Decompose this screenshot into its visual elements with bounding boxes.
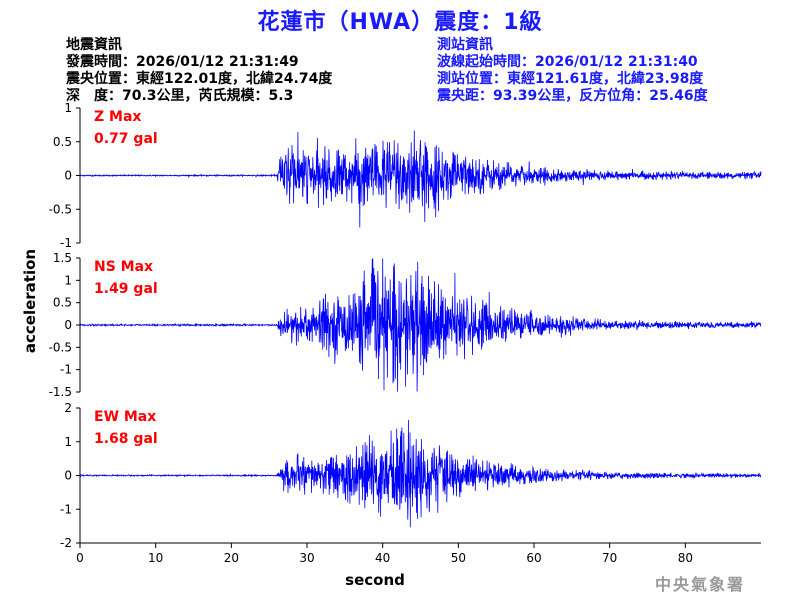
ew-y-tick-label: -1 xyxy=(60,502,72,516)
z-y-tick-label: 0 xyxy=(64,169,72,183)
ns-y-tick-label: 0 xyxy=(64,318,72,332)
z-y-tick-label: -0.5 xyxy=(49,202,72,216)
station-intensity-title: 花蓮市（HWA）震度：1級 xyxy=(257,10,543,35)
ns-y-tick-label: -0.5 xyxy=(49,340,72,354)
ns-max-label: NS Max xyxy=(94,259,153,275)
ew-y-tick-label: 2 xyxy=(64,401,72,415)
z-max-value-label: 0.77 gal xyxy=(94,131,158,147)
x-tick-label: 10 xyxy=(148,551,163,565)
ew-y-tick-label: 0 xyxy=(64,469,72,483)
ew-max-value-label: 1.68 gal xyxy=(94,431,158,447)
epicentral-distance: 震央距：93.39公里，反方位角：25.46度 xyxy=(437,88,708,104)
station-location: 測站位置：東經121.61度，北緯23.98度 xyxy=(437,71,704,87)
origin-time: 發震時間：2026/01/12 21:31:49 xyxy=(66,54,299,70)
ns-y-tick-label: 1.5 xyxy=(53,251,72,265)
epicenter-location: 震央位置：東經122.01度，北緯24.74度 xyxy=(66,71,333,87)
wave-start-time: 波線起始時間：2026/01/12 21:31:40 xyxy=(437,54,698,70)
z-y-tick-label: 0.5 xyxy=(53,135,72,149)
z-acceleration-trace xyxy=(79,130,762,228)
x-tick-label: 50 xyxy=(451,551,466,565)
station-info-heading: 測站資訊 xyxy=(437,37,493,53)
ew-max-label: EW Max xyxy=(94,409,156,425)
earthquake-info-block: 地震資訊 發震時間：2026/01/12 21:31:49 震央位置：東經122… xyxy=(66,37,332,105)
ns-y-tick-label: -1 xyxy=(60,363,72,377)
agency-watermark: 中央氣象署 xyxy=(655,575,746,594)
x-tick-label: 0 xyxy=(76,551,84,565)
ns-y-tick-label: 1 xyxy=(64,273,72,287)
ns-max-value-label: 1.49 gal xyxy=(94,281,158,297)
station-info-block: 測站資訊 波線起始時間：2026/01/12 21:31:40 測站位置：東經1… xyxy=(437,37,708,105)
x-axis-label: second xyxy=(345,571,405,589)
ew-y-tick-label: 1 xyxy=(64,435,72,449)
ns-y-tick-label: 0.5 xyxy=(53,296,72,310)
x-tick-label: 70 xyxy=(602,551,617,565)
z-max-label: Z Max xyxy=(94,109,141,125)
ns-y-tick-label: -1.5 xyxy=(49,385,72,399)
x-tick-label: 30 xyxy=(299,551,314,565)
z-y-tick-label: -1 xyxy=(60,236,72,250)
z-y-tick-label: 1 xyxy=(64,101,72,115)
ns-acceleration-trace xyxy=(79,258,762,392)
y-axis-label: acceleration xyxy=(21,248,39,354)
ew-y-tick-label: -2 xyxy=(60,536,72,550)
earthquake-info-heading: 地震資訊 xyxy=(66,37,122,53)
x-tick-label: 60 xyxy=(526,551,541,565)
x-tick-label: 20 xyxy=(224,551,239,565)
ew-acceleration-trace xyxy=(79,419,762,528)
x-tick-label: 40 xyxy=(375,551,390,565)
x-tick-label: 80 xyxy=(678,551,693,565)
depth-magnitude: 深 度：70.3公里，芮氏規模：5.3 xyxy=(66,88,294,104)
